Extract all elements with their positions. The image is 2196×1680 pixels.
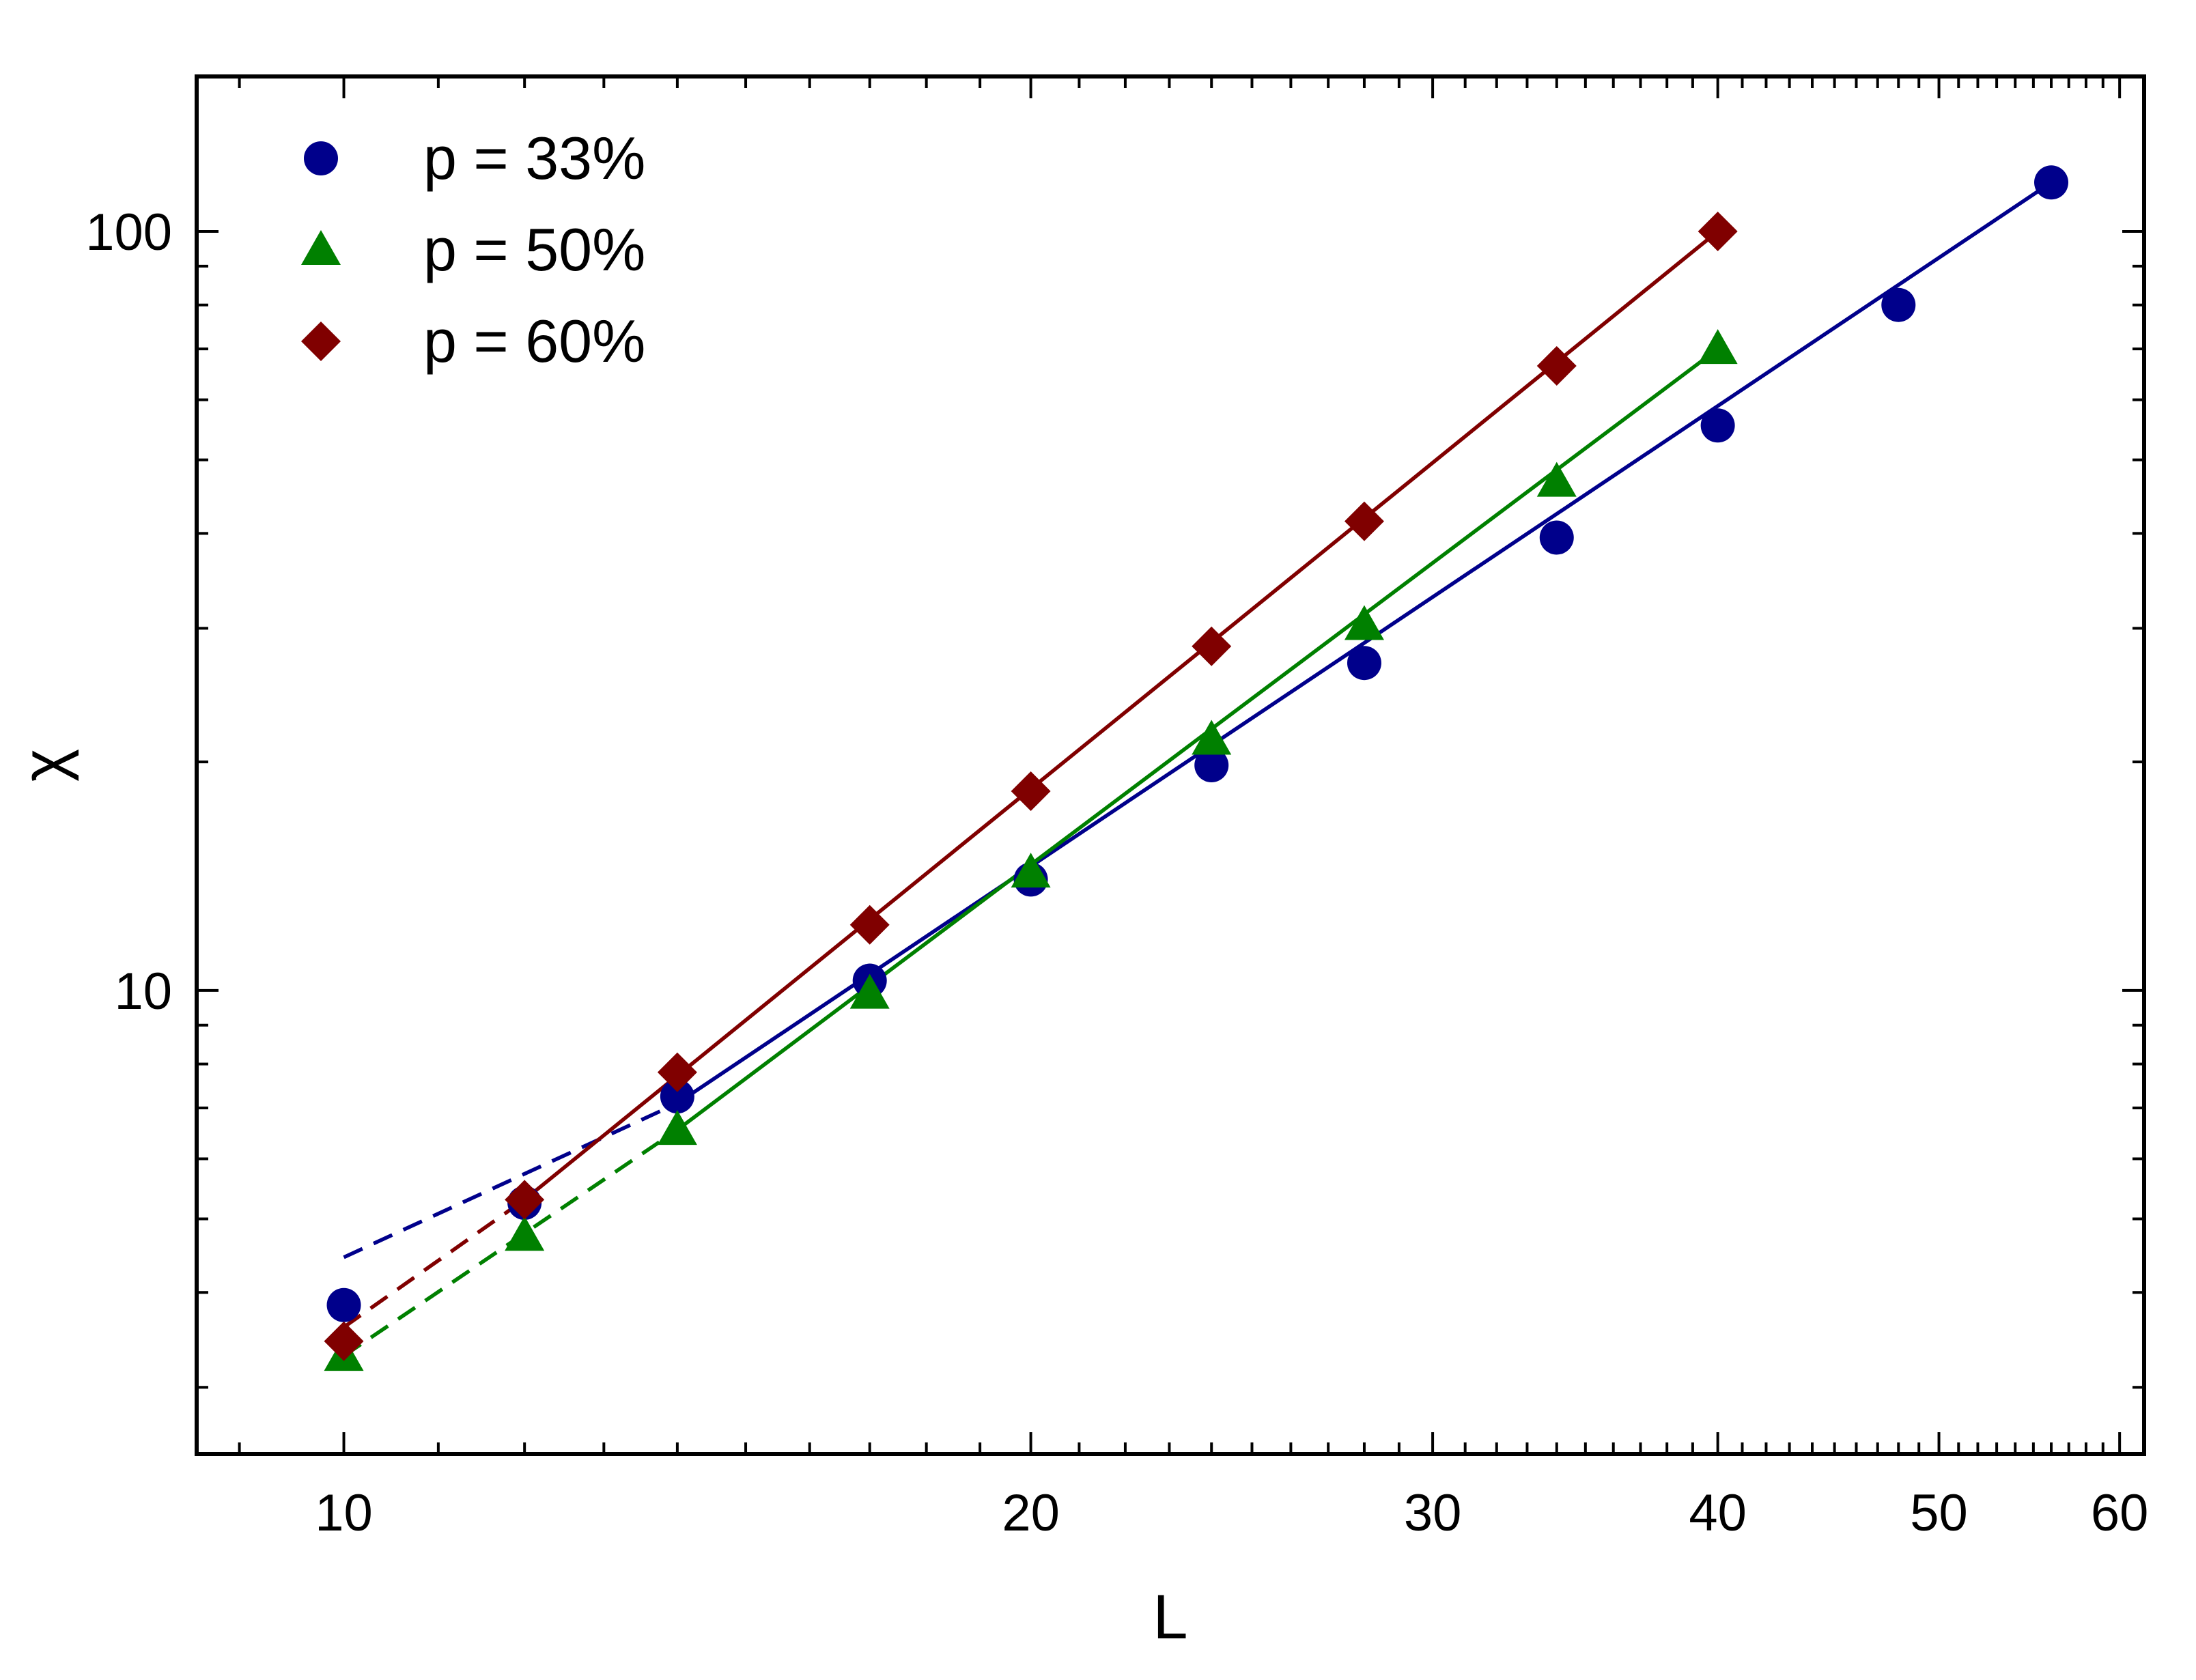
point-p-60 [657, 1052, 697, 1092]
point-p-50 [1192, 720, 1232, 755]
fit-line-p-33 [676, 181, 2053, 1105]
plot-frame [195, 74, 2146, 1456]
point-p-50 [1344, 605, 1384, 640]
legend-label-p-50: p = 50% [423, 216, 645, 283]
point-p-50 [1536, 461, 1577, 497]
point-p-60 [1344, 501, 1384, 541]
point-p-50 [1698, 329, 1738, 365]
point-p-60 [1536, 345, 1577, 386]
point-p-33 [1700, 408, 1735, 443]
legend-marker-p-60 [301, 322, 341, 361]
point-p-60 [1192, 626, 1232, 666]
x-tick-label: 60 [2091, 1484, 2149, 1542]
legend-marker-p-33 [304, 141, 338, 175]
point-p-60 [849, 905, 890, 945]
point-p-33 [1881, 287, 1916, 322]
point-p-60 [1698, 211, 1738, 251]
legend-label-p-33: p = 33% [423, 124, 645, 192]
tick-labels: 10 20 30 40 50 60 10 100 [85, 203, 2148, 1542]
legend-marker-p-50 [301, 230, 341, 265]
point-p-60 [1011, 771, 1051, 812]
point-p-60 [324, 1321, 364, 1361]
point-p-33 [1194, 748, 1229, 782]
point-p-33 [660, 1079, 694, 1114]
fit-line-p-60 [523, 229, 1719, 1201]
point-p-33 [1347, 646, 1381, 681]
x-tick-label: 10 [315, 1484, 373, 1542]
fit-line-p-50 [676, 347, 1719, 1132]
x-tick-label: 20 [1002, 1484, 1060, 1542]
y-tick-label: 100 [85, 203, 172, 261]
y-tick-label: 10 [114, 963, 172, 1021]
x-tick-label: 40 [1689, 1484, 1747, 1542]
y-axis-label: χ [10, 749, 79, 782]
point-p-60 [505, 1180, 545, 1220]
legend-label-p-60: p = 60% [423, 307, 645, 375]
point-p-33 [326, 1287, 361, 1322]
point-p-50 [505, 1216, 545, 1251]
dashed-line-p-60 [342, 1198, 526, 1329]
x-tick-label: 30 [1404, 1484, 1462, 1542]
legend: p = 33% p = 50% p = 60% [301, 124, 645, 375]
point-p-33 [1539, 520, 1574, 555]
x-tick-label: 50 [1910, 1484, 1968, 1542]
data-markers [324, 165, 2069, 1371]
point-p-50 [1011, 853, 1051, 888]
point-p-50 [657, 1110, 697, 1145]
point-p-50 [849, 973, 890, 1009]
point-p-33 [2034, 165, 2069, 200]
dashed-line-p-33 [343, 1101, 679, 1259]
x-axis-label: L [1153, 1582, 1187, 1652]
